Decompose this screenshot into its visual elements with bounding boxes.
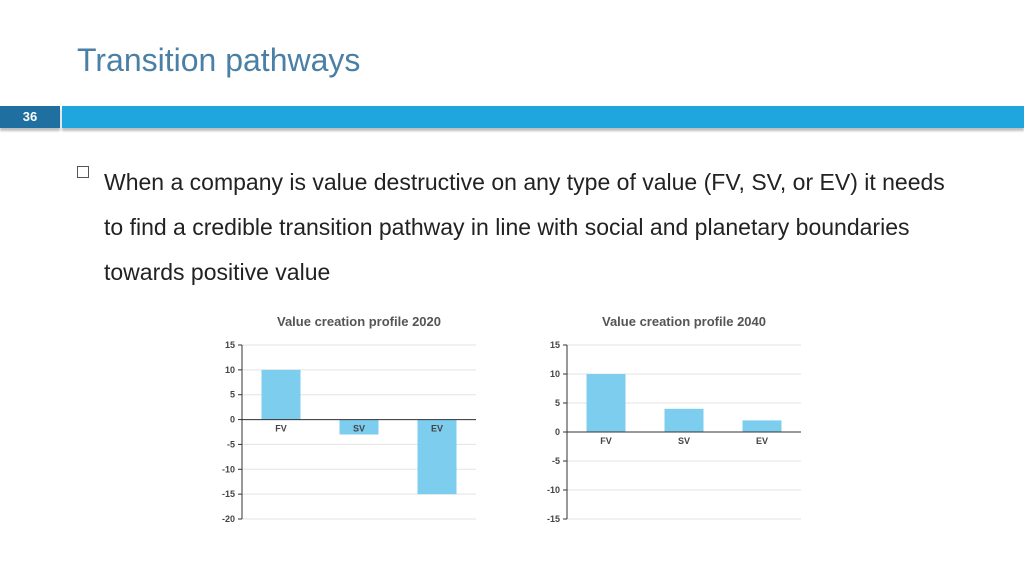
chart-2040: Value creation profile 2040 15 10 5 0 -5 -10 -1… — [547, 314, 801, 524]
x-category-label: EV — [431, 424, 443, 434]
slide-title: Transition pathways — [77, 42, 361, 78]
y-tick-label: -20 — [222, 514, 235, 524]
bar-fv — [586, 374, 626, 432]
bullet-text: When a company is value destructive on a… — [104, 169, 945, 285]
bar-fv — [261, 369, 301, 420]
x-category-label: FV — [275, 424, 287, 434]
y-tick-label: 10 — [550, 369, 560, 379]
chart-2020: Value creation profile 2020 15 10 5 0 -5 -10 -1… — [222, 314, 476, 524]
y-tick-label: 15 — [550, 340, 560, 350]
bar-sv — [664, 408, 704, 432]
y-tick-label: -5 — [552, 456, 560, 466]
bar-ev — [742, 420, 782, 432]
y-tick-label: 0 — [555, 427, 560, 437]
chart-title: Value creation profile 2040 — [602, 314, 766, 329]
chart-title: Value creation profile 2020 — [277, 314, 441, 329]
y-tick-label: -5 — [227, 439, 235, 449]
y-tick-label: -15 — [547, 514, 560, 524]
x-category-label: EV — [756, 436, 768, 446]
x-category-label: SV — [353, 424, 365, 434]
y-tick-label: 15 — [225, 340, 235, 350]
y-tick-label: 5 — [230, 390, 235, 400]
y-tick-label: -10 — [222, 464, 235, 474]
y-tick-label: 5 — [555, 398, 560, 408]
bullet-square-icon — [77, 166, 89, 178]
header-accent-bar — [62, 106, 1024, 128]
x-category-label: SV — [678, 436, 690, 446]
y-tick-label: -15 — [222, 489, 235, 499]
slide-number: 36 — [0, 106, 60, 128]
y-tick-label: -10 — [547, 485, 560, 495]
y-tick-label: 0 — [230, 415, 235, 425]
y-tick-label: 10 — [225, 365, 235, 375]
bar-sv — [339, 419, 379, 435]
x-category-label: FV — [600, 436, 612, 446]
bar-ev — [417, 419, 457, 495]
